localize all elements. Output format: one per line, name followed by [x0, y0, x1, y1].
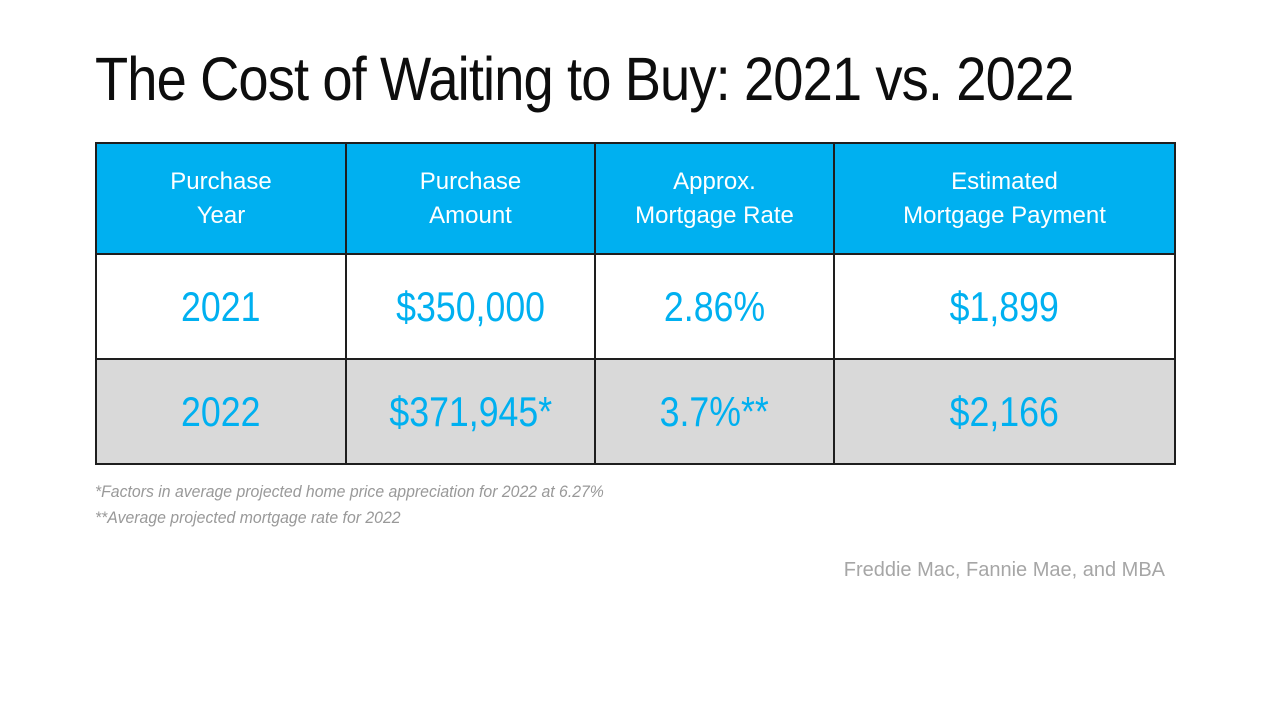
cell-year-2021: 2021 — [95, 253, 347, 360]
value-payment-2022: $2,166 — [949, 387, 1060, 435]
cell-payment-2021: $1,899 — [833, 253, 1176, 360]
cell-year-2022: 2022 — [95, 358, 347, 465]
value-amount-2022: $371,945* — [389, 387, 552, 435]
value-year-2022: 2022 — [181, 387, 261, 435]
header-line: Mortgage Rate — [635, 201, 794, 229]
cell-payment-2022: $2,166 — [833, 358, 1176, 465]
header-cell-purchase-amount: Purchase Amount — [345, 142, 596, 255]
header-line: Amount — [429, 201, 512, 229]
cost-comparison-table: Purchase Year Purchase Amount Approx. Mo… — [95, 142, 1176, 465]
cell-rate-2021: 2.86% — [594, 253, 835, 360]
cell-amount-2022: $371,945* — [345, 358, 596, 465]
header-line: Mortgage Payment — [903, 201, 1106, 229]
header-cell-purchase-year: Purchase Year — [95, 142, 347, 255]
footnote-appreciation: *Factors in average projected home price… — [95, 482, 604, 501]
header-line: Purchase — [170, 167, 272, 195]
value-amount-2021: $350,000 — [396, 282, 545, 330]
header-line: Estimated — [951, 167, 1058, 195]
value-rate-2022: 3.7%** — [659, 387, 770, 435]
header-line: Year — [196, 201, 246, 229]
value-rate-2021: 2.86% — [663, 282, 766, 330]
value-payment-2021: $1,899 — [949, 282, 1060, 330]
value-year-2021: 2021 — [181, 282, 261, 330]
header-line: Approx. — [673, 167, 756, 195]
header-cell-mortgage-payment: Estimated Mortgage Payment — [833, 142, 1176, 255]
header-cell-mortgage-rate: Approx. Mortgage Rate — [594, 142, 835, 255]
cell-amount-2021: $350,000 — [345, 253, 596, 360]
footnotes-block: *Factors in average projected home price… — [95, 479, 642, 531]
table-row-2022: 2022 $371,945* 3.7%** $2,166 — [95, 358, 1176, 465]
source-attribution: Freddie Mac, Fannie Mae, and MBA — [843, 559, 1165, 581]
cell-rate-2022: 3.7%** — [594, 358, 835, 465]
header-line: Purchase — [419, 167, 522, 195]
table-header-row: Purchase Year Purchase Amount Approx. Mo… — [95, 142, 1176, 255]
table-row-2021: 2021 $350,000 2.86% $1,899 — [95, 253, 1176, 360]
footnote-rate: **Average projected mortgage rate for 20… — [95, 508, 401, 527]
page-title: The Cost of Waiting to Buy: 2021 vs. 202… — [95, 45, 1074, 113]
